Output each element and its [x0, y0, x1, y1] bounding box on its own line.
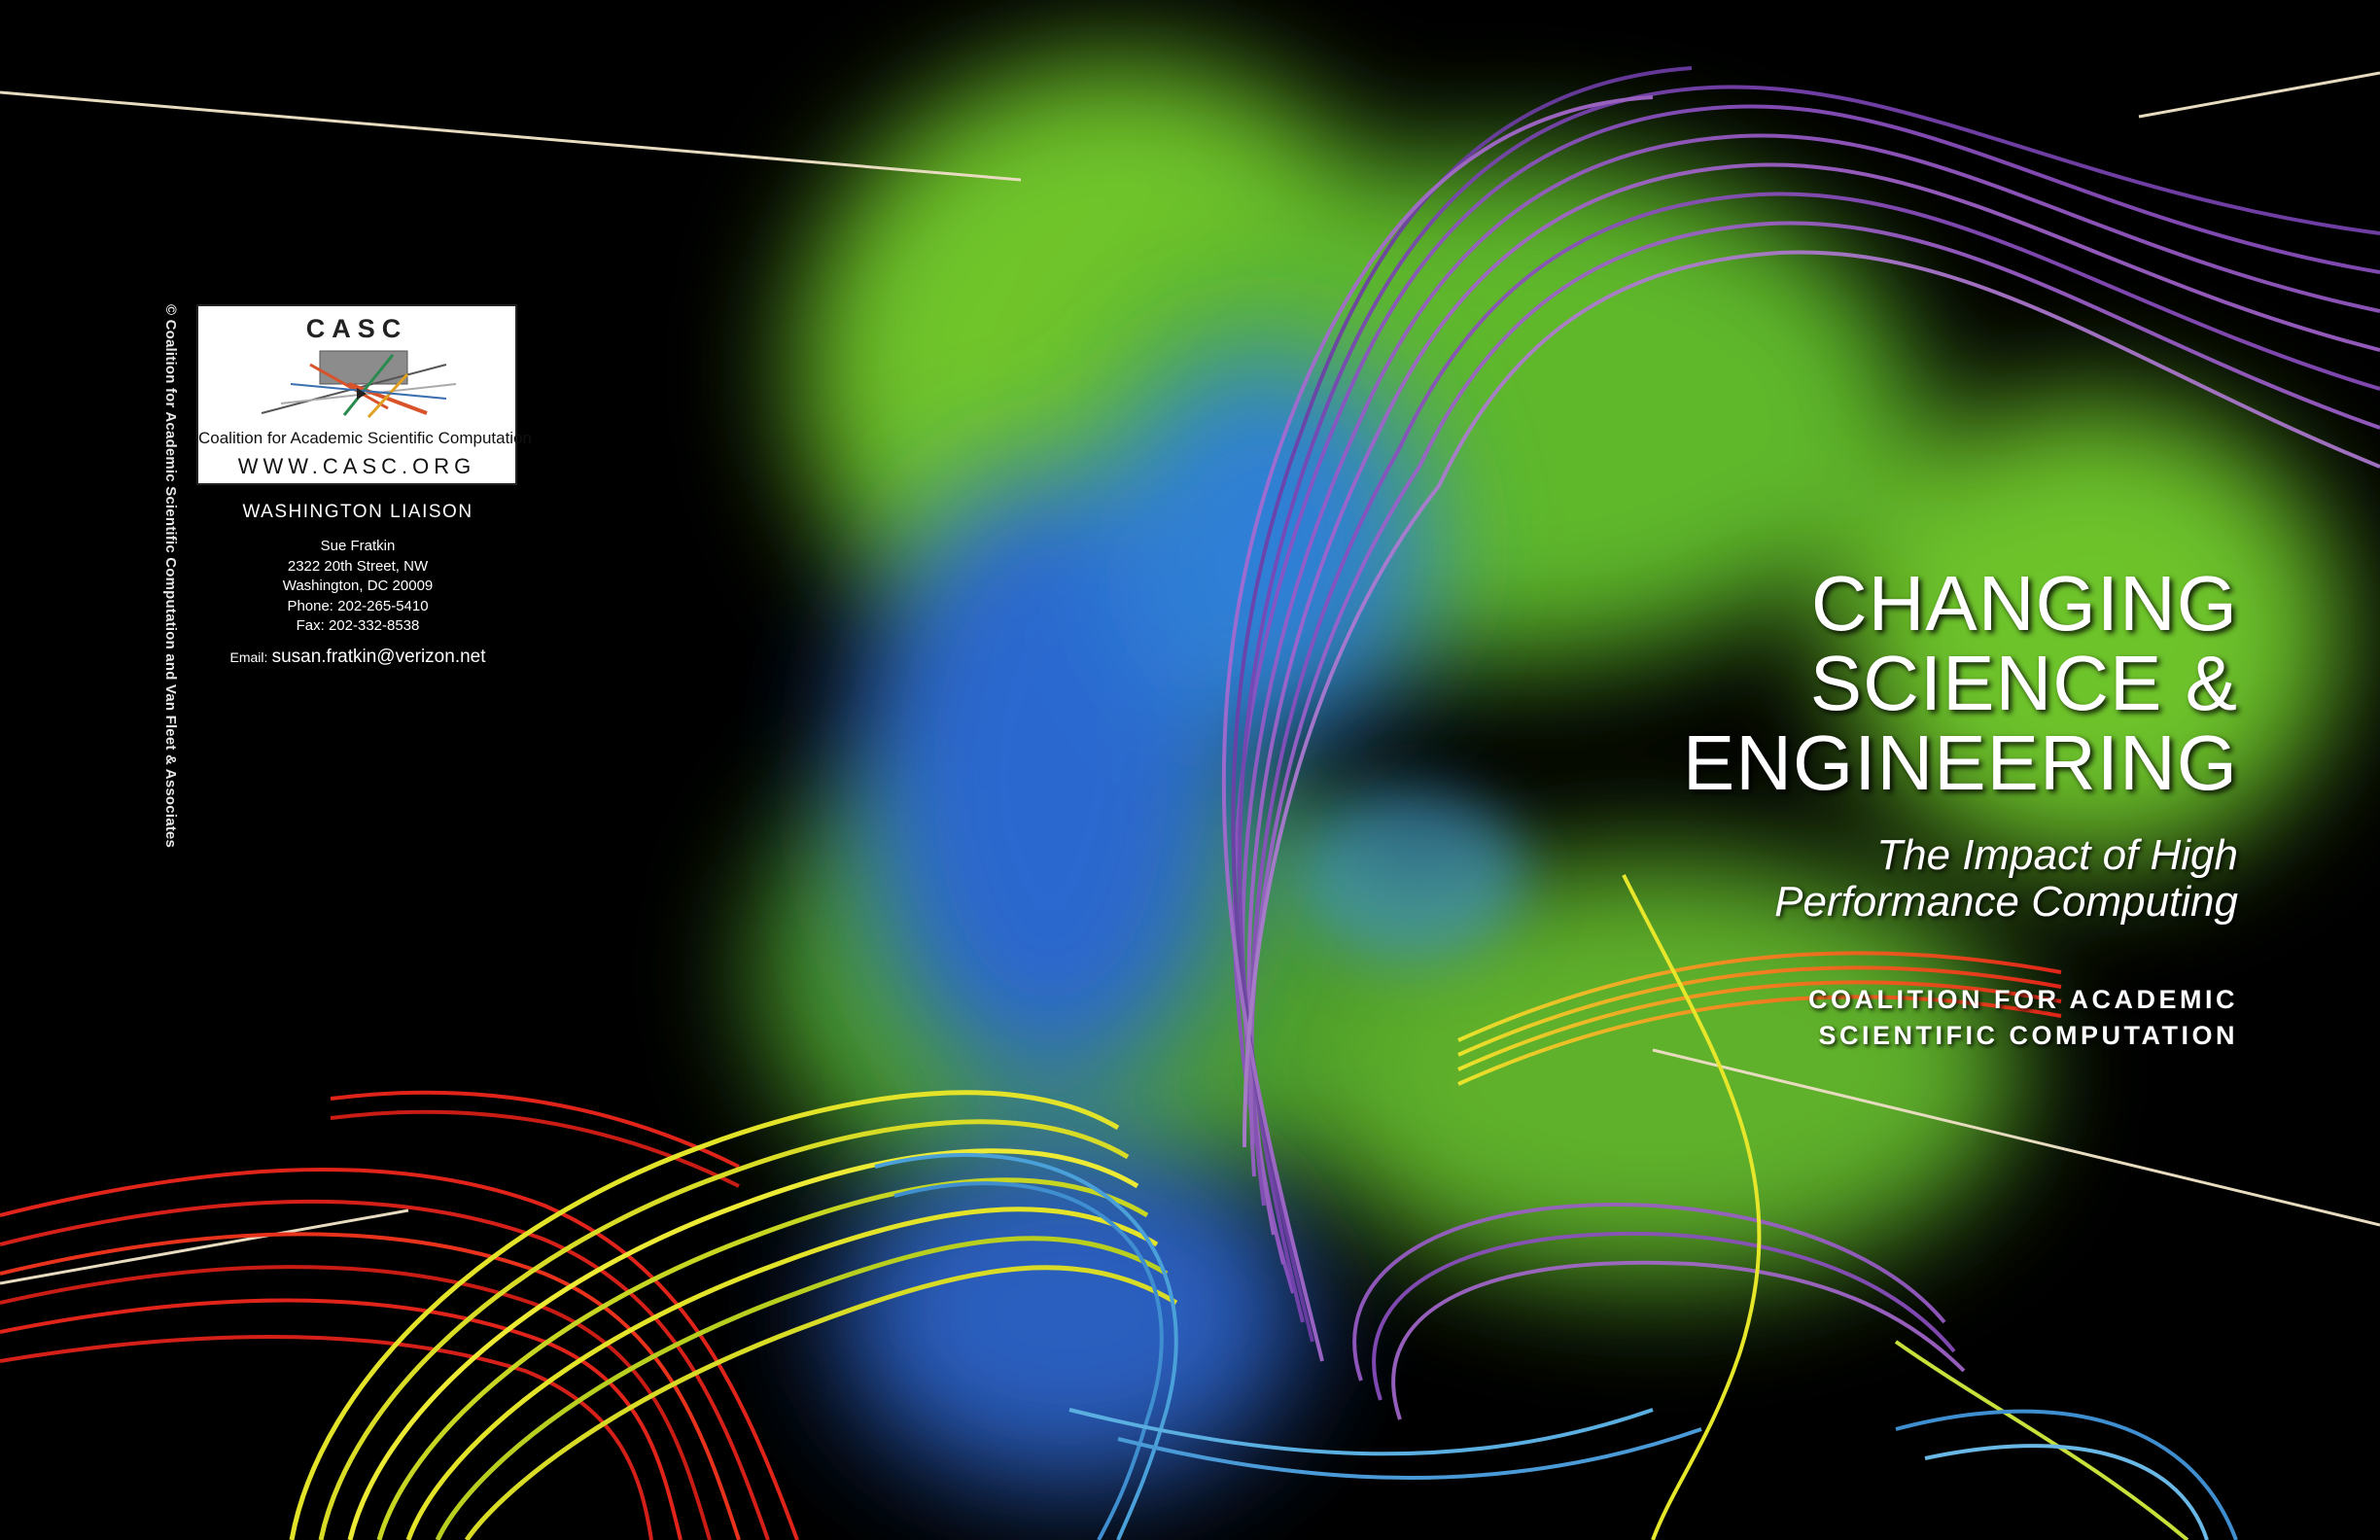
cover-organization: COALITION FOR ACADEMIC SCIENTIFIC COMPUT…: [1683, 982, 2238, 1054]
blue-streamlines: [874, 1152, 2238, 1540]
liaison-email: susan.fratkin@verizon.net: [271, 646, 486, 667]
washington-liaison-contact: WASHINGTON LIAISON Sue Fratkin 2322 20th…: [194, 502, 521, 668]
liaison-street: 2322 20th Street, NW: [287, 557, 429, 575]
purple-streamlines: [1221, 66, 2380, 1420]
liaison-city: Washington, DC 20009: [282, 578, 434, 594]
liaison-fax: Fax: 202-332-8538: [296, 617, 420, 634]
casc-logo: CASC Coalition for Academic Scientific C…: [196, 304, 532, 485]
logo-acronym: CASC: [305, 314, 408, 343]
liaison-heading: WASHINGTON LIAISON: [242, 502, 473, 522]
cover-title-line: SCIENCE &: [1809, 640, 2238, 726]
copyright-notice: © Coalition for Academic Scientific Comp…: [162, 304, 179, 849]
cover-title-line: CHANGING: [1810, 560, 2238, 647]
cover-subtitle-line: Performance Computing: [1774, 878, 2238, 926]
cover-title-block: CHANGING SCIENCE & ENGINEERING The Impac…: [1683, 564, 2238, 1054]
lower-red-streamlines: [0, 1090, 799, 1540]
logo-mark-icon: [261, 350, 457, 419]
red-streamlines: [1457, 951, 2062, 1086]
liaison-email-label: Email:: [229, 648, 268, 665]
blue-core: [836, 350, 1429, 1488]
cover-subtitle: The Impact of High Performance Computing: [1683, 832, 2238, 926]
cover-subtitle-line: The Impact of High: [1876, 831, 2238, 879]
yellow-streamlines: [289, 1090, 1178, 1540]
cover-title-line: ENGINEERING: [1682, 719, 2238, 806]
liaison-name: Sue Fratkin: [320, 538, 396, 554]
liaison-phone: Phone: 202-265-5410: [287, 597, 429, 614]
cyan-glow: [1293, 788, 1526, 962]
cover-organization-line: SCIENTIFIC COMPUTATION: [1818, 1021, 2238, 1050]
logo-full-name: Coalition for Academic Scientific Comput…: [198, 429, 532, 447]
cover-title: CHANGING SCIENCE & ENGINEERING: [1683, 564, 2238, 803]
cover-organization-line: COALITION FOR ACADEMIC: [1808, 985, 2238, 1014]
liaison-email-row: Email: susan.fratkin@verizon.net: [194, 647, 521, 668]
logo-url: WWW.CASC.ORG: [237, 454, 476, 478]
